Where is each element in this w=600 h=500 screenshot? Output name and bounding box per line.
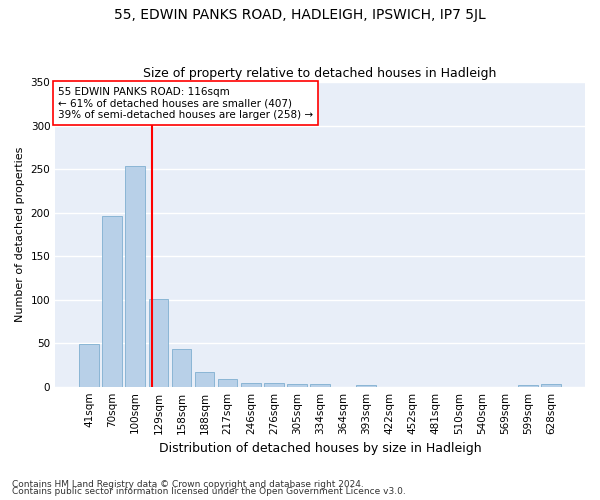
Bar [149,299,168,386]
Bar [241,383,260,386]
X-axis label: Distribution of detached houses by size in Hadleigh: Distribution of detached houses by size … [159,442,481,455]
Bar [103,216,122,386]
Bar [356,385,376,386]
Text: Contains public sector information licensed under the Open Government Licence v3: Contains public sector information licen… [12,487,406,496]
Bar [518,385,538,386]
Bar [287,384,307,386]
Bar [195,372,214,386]
Bar [218,379,238,386]
Title: Size of property relative to detached houses in Hadleigh: Size of property relative to detached ho… [143,66,497,80]
Text: 55, EDWIN PANKS ROAD, HADLEIGH, IPSWICH, IP7 5JL: 55, EDWIN PANKS ROAD, HADLEIGH, IPSWICH,… [114,8,486,22]
Bar [79,344,99,387]
Text: Contains HM Land Registry data © Crown copyright and database right 2024.: Contains HM Land Registry data © Crown c… [12,480,364,489]
Y-axis label: Number of detached properties: Number of detached properties [15,146,25,322]
Bar [172,350,191,387]
Bar [310,384,330,386]
Bar [541,384,561,386]
Bar [125,166,145,386]
Text: 55 EDWIN PANKS ROAD: 116sqm
← 61% of detached houses are smaller (407)
39% of se: 55 EDWIN PANKS ROAD: 116sqm ← 61% of det… [58,86,313,120]
Bar [264,383,284,386]
